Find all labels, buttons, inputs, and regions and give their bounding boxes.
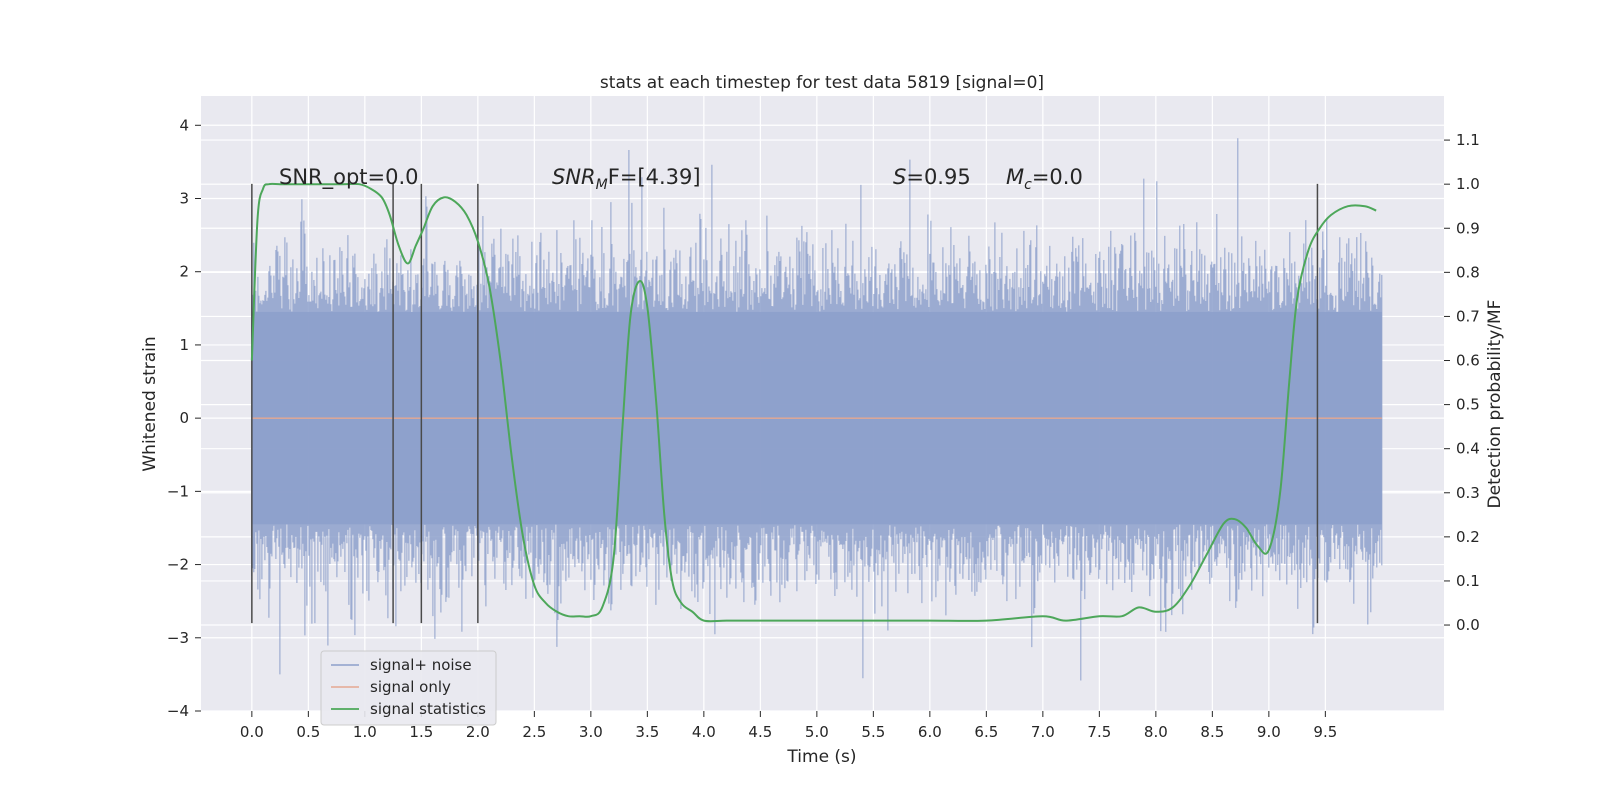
x-tick-label: 3.0	[579, 723, 603, 741]
chart-title: stats at each timestep for test data 581…	[600, 73, 1044, 93]
x-tick-label: 3.5	[635, 723, 659, 741]
y-right-tick-label: 0.9	[1456, 219, 1480, 237]
y-right-tick-label: 1.0	[1456, 175, 1480, 193]
y-right-tick-label: 0.1	[1456, 572, 1480, 590]
signal-statistics-series	[250, 182, 1377, 623]
y-left-tick-label: 0	[179, 409, 189, 427]
x-tick-label: 8.5	[1200, 723, 1224, 741]
y-left-tick-label: 3	[179, 190, 189, 208]
x-tick-label: 7.0	[1031, 723, 1055, 741]
x-axis-label: Time (s)	[786, 747, 856, 767]
x-tick-label: 5.5	[861, 723, 885, 741]
annotations: SNR_opt=0.0 SNRMF=[4.39] S=0.95 Mc=0.0	[279, 165, 1083, 193]
segment-markers	[251, 183, 1319, 624]
y-right-tick-label: 0.4	[1456, 440, 1480, 458]
x-tick-label: 9.5	[1313, 723, 1337, 741]
y-right-tick-label: 0.8	[1456, 263, 1480, 281]
y-left-tick-label: 4	[179, 116, 189, 134]
signal-statistics-line	[250, 182, 1377, 623]
annotation-snr-mf: SNRMF=[4.39]	[552, 165, 701, 193]
y-right-tick-label: 0.7	[1456, 307, 1480, 325]
x-tick-label: 5.0	[805, 723, 829, 741]
y-left-tick-label: −2	[167, 556, 189, 574]
x-tick-label: 0.5	[296, 723, 320, 741]
x-tick-label: 9.0	[1257, 723, 1281, 741]
x-tick-label: 2.0	[466, 723, 490, 741]
y-right-tick-label: 0.2	[1456, 528, 1480, 546]
x-tick-label: 6.0	[918, 723, 942, 741]
y-left-tick-label: −3	[167, 629, 189, 647]
legend: signal+ noise signal only signal statist…	[320, 650, 497, 726]
legend-label-signal-noise: signal+ noise	[370, 656, 472, 674]
y-left-tick-label: −1	[167, 482, 189, 500]
annotation-s: S=0.95	[893, 165, 971, 189]
x-tick-label: 1.0	[353, 723, 377, 741]
x-tick-label: 4.5	[748, 723, 772, 741]
x-tick-label: 8.0	[1144, 723, 1168, 741]
legend-label-signal-only: signal only	[370, 678, 451, 696]
x-tick-label: 6.5	[974, 723, 998, 741]
y-left-tick-label: 1	[179, 336, 189, 354]
x-tick-label: 7.5	[1087, 723, 1111, 741]
y-right-tick-label: 0.6	[1456, 352, 1480, 370]
x-axis-ticks: 0.0 0.5 1.0 1.5 2.0 2.5 3.0 3.5 4.0 4.5 5.0 5.5 6.0 6…	[240, 711, 1337, 741]
annotation-mc: Mc=0.0	[1006, 165, 1083, 193]
legend-label-signal-statistics: signal statistics	[370, 700, 486, 718]
right-y-axis-ticks: 1.1 1.0 0.9 0.8 0.7 0.6 0.5 0.4 0.3 0.2 0.1 0.0	[1444, 131, 1480, 634]
y-axis-label-right: Detection probability/MF	[1485, 300, 1505, 509]
y-right-tick-label: 0.0	[1456, 616, 1480, 634]
y-axis-label-left: Whitened strain	[140, 336, 160, 471]
y-right-tick-label: 1.1	[1456, 131, 1480, 149]
y-right-tick-label: 0.3	[1456, 484, 1480, 502]
x-tick-label: 0.0	[240, 723, 264, 741]
annotation-snr-opt: SNR_opt=0.0	[279, 165, 419, 190]
legend-box	[320, 650, 497, 726]
y-left-tick-label: −4	[167, 702, 189, 720]
y-right-tick-label: 0.5	[1456, 396, 1480, 414]
x-tick-label: 1.5	[409, 723, 433, 741]
y-left-tick-label: 2	[179, 263, 189, 281]
x-tick-label: 2.5	[522, 723, 546, 741]
left-y-axis-ticks: 4 3 2 1 0 −1 −2 −3 −4	[167, 116, 201, 720]
x-tick-label: 4.0	[692, 723, 716, 741]
